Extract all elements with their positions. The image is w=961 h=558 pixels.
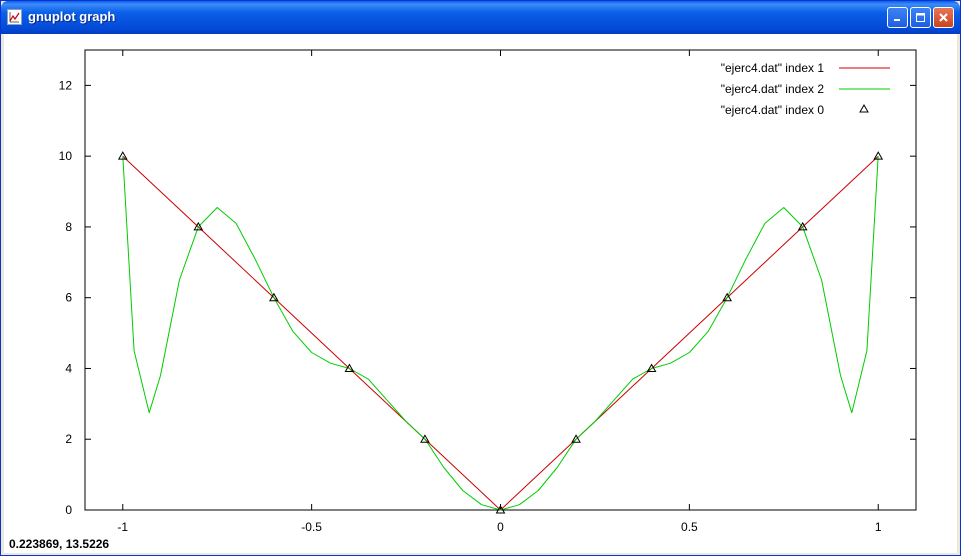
x-tick-label: 1: [875, 520, 882, 534]
data-point-marker: [495, 504, 506, 514]
legend-label: "ejerc4.dat" index 1: [721, 61, 825, 75]
x-tick-label: -1: [117, 520, 128, 534]
x-tick-label: 0: [497, 520, 504, 534]
close-button[interactable]: [933, 7, 954, 28]
maximize-icon: [916, 13, 925, 22]
title-bar[interactable]: gnuplot graph: [1, 1, 960, 34]
x-tick-label: -0.5: [301, 520, 322, 534]
y-tick-label: 12: [59, 78, 73, 92]
minimize-button[interactable]: [887, 7, 908, 28]
data-point-marker: [193, 221, 204, 231]
chart[interactable]: 0 2 4 6 8 10 12 -1 -0.5 0 0.5 1 "ejerc4.dat" index 1…: [4, 34, 957, 553]
legend-marker: [859, 103, 869, 113]
x-tick-label: 0.5: [681, 520, 698, 534]
close-icon: [939, 13, 948, 22]
y-tick-label: 6: [65, 291, 72, 305]
data-point-marker: [117, 151, 128, 160]
data-point-marker: [797, 221, 808, 231]
window-title: gnuplot graph: [28, 9, 116, 24]
y-tick-label: 2: [65, 432, 72, 446]
data-point-marker: [571, 434, 581, 443]
maximize-button[interactable]: [910, 7, 931, 28]
data-point-marker: [344, 363, 355, 372]
data-point-marker: [873, 151, 884, 160]
series-line-2: [122, 156, 879, 511]
data-point-marker: [722, 292, 732, 302]
series-line-1: [122, 155, 879, 511]
y-tick-label: 10: [59, 149, 73, 163]
data-point-marker: [646, 363, 657, 372]
data-point-marker: [420, 434, 430, 443]
y-tick-label: 0: [65, 503, 72, 517]
y-tick-label: 8: [65, 220, 72, 234]
plot-area[interactable]: 0 2 4 6 8 10 12 -1 -0.5 0 0.5 1 "ejerc4.dat" index 1…: [4, 34, 957, 553]
legend-label: "ejerc4.dat" index 0: [721, 103, 825, 117]
y-tick-label: 4: [65, 361, 72, 375]
minimize-icon: [894, 19, 900, 21]
plot-frame: [84, 49, 917, 511]
gnuplot-app-icon[interactable]: [7, 9, 22, 25]
mouse-coordinates-readout: 0.223869, 13.5226: [9, 537, 110, 551]
data-point-marker: [269, 292, 279, 302]
legend-label: "ejerc4.dat" index 2: [721, 82, 825, 96]
